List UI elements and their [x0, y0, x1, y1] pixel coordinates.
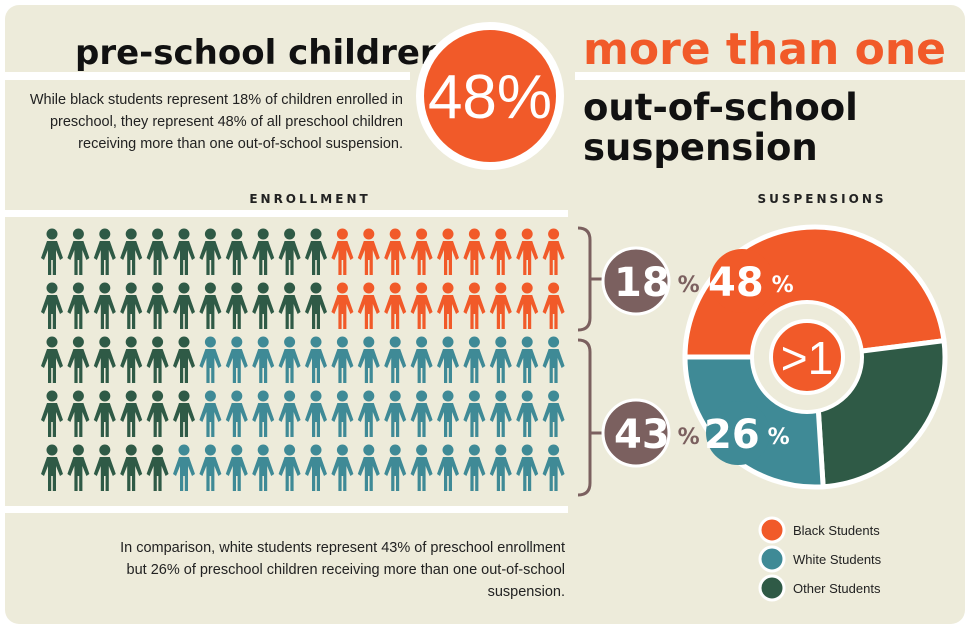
legend-swatch — [760, 547, 784, 571]
legend-label: Black Students — [793, 523, 880, 538]
band — [5, 72, 410, 80]
infographic: pre-school children 48% more than one ou… — [0, 0, 970, 629]
band — [5, 506, 568, 513]
legend-label: White Students — [793, 552, 882, 567]
legend-swatch — [760, 518, 784, 542]
headline-line: suspension — [583, 126, 818, 169]
intro-text: While black students represent 18% of ch… — [20, 89, 403, 155]
band — [5, 210, 568, 217]
headline-right: more than one — [583, 24, 946, 75]
comparison-text: In comparison, white students represent … — [100, 537, 565, 603]
headline-line: out-of-school — [583, 86, 858, 129]
center-label: >1 — [781, 332, 833, 384]
badge-text: 48% — [428, 63, 552, 132]
headline-left: pre-school children — [75, 33, 444, 73]
legend-label: Other Students — [793, 581, 881, 596]
section-title: ENROLLMENT — [249, 192, 370, 206]
legend-swatch — [760, 576, 784, 600]
section-title: SUSPENSIONS — [757, 192, 886, 206]
